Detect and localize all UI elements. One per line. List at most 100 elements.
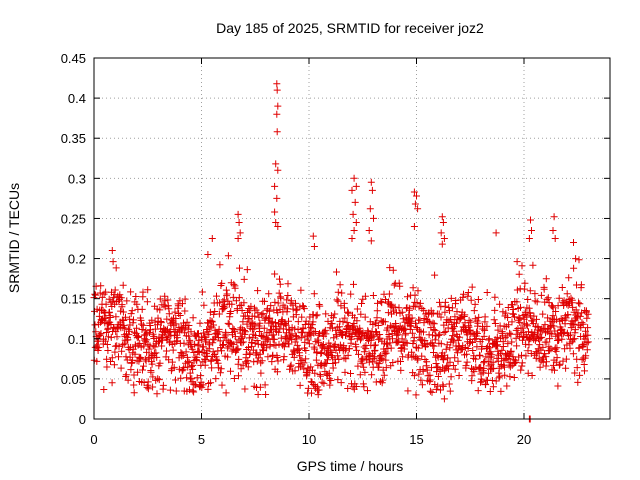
data-point — [411, 291, 419, 299]
data-point — [439, 219, 447, 226]
data-point — [218, 279, 226, 287]
data-point — [418, 352, 426, 360]
data-point — [431, 271, 439, 279]
data-point — [103, 363, 111, 371]
data-point — [142, 336, 150, 344]
data-point — [105, 295, 113, 303]
data-point — [361, 368, 369, 376]
data-point — [142, 327, 150, 335]
data-point — [171, 308, 179, 316]
data-point — [568, 296, 576, 304]
data-point — [115, 353, 122, 361]
data-point — [475, 313, 483, 321]
data-point — [224, 252, 232, 260]
data-point — [239, 318, 247, 326]
data-point — [575, 299, 582, 307]
data-point — [140, 342, 148, 350]
data-point — [220, 305, 228, 312]
data-point — [341, 304, 348, 312]
data-point — [467, 296, 475, 304]
data-point — [564, 311, 572, 319]
data-point — [540, 285, 548, 293]
data-point — [302, 347, 310, 354]
data-point — [414, 356, 422, 364]
data-point — [272, 341, 280, 349]
data-point — [494, 326, 502, 334]
data-point — [408, 314, 416, 322]
data-point — [336, 281, 344, 289]
data-point — [99, 315, 107, 323]
data-point — [506, 363, 514, 371]
data-point — [456, 333, 464, 341]
data-point — [224, 319, 232, 327]
data-point — [542, 275, 550, 283]
data-point — [124, 336, 132, 344]
y-tick-label: 0.05 — [61, 372, 86, 387]
data-point — [263, 344, 271, 352]
data-point — [255, 354, 263, 362]
data-point — [304, 336, 312, 344]
data-point — [253, 349, 261, 357]
data-point — [91, 321, 99, 329]
data-point — [217, 365, 225, 373]
data-point — [178, 326, 185, 334]
data-point — [473, 330, 481, 337]
data-point — [284, 292, 292, 299]
data-point — [261, 297, 268, 305]
data-point — [204, 385, 212, 393]
data-point — [144, 385, 152, 393]
data-point — [480, 364, 488, 372]
data-point — [208, 318, 216, 326]
data-point — [507, 330, 515, 338]
data-point — [490, 316, 498, 324]
data-point — [149, 373, 157, 381]
data-point — [534, 323, 542, 331]
data-point — [396, 282, 404, 290]
data-point — [562, 355, 570, 363]
data-point — [429, 331, 436, 339]
data-point — [318, 349, 326, 357]
data-point — [253, 337, 261, 344]
data-point — [350, 227, 358, 234]
data-point — [207, 379, 215, 387]
data-point — [584, 324, 592, 332]
data-point — [176, 312, 184, 319]
data-point — [488, 351, 496, 359]
data-point — [397, 358, 404, 365]
data-point — [314, 391, 322, 399]
data-point — [410, 188, 418, 196]
data-point — [550, 322, 558, 330]
data-point — [130, 381, 138, 389]
data-point — [567, 331, 574, 339]
data-point — [277, 294, 285, 302]
data-point — [372, 341, 379, 349]
data-point — [273, 194, 281, 202]
data-point — [474, 296, 482, 303]
data-point — [501, 363, 508, 371]
data-point — [256, 319, 264, 327]
data-point — [453, 308, 461, 316]
data-point — [125, 327, 133, 335]
data-point — [445, 317, 453, 325]
y-tick-label: 0.35 — [61, 131, 86, 146]
data-point — [181, 307, 189, 315]
data-point — [436, 330, 444, 338]
data-point — [430, 342, 438, 350]
data-point — [531, 290, 539, 298]
data-point — [565, 274, 573, 282]
y-tick-label: 0 — [79, 412, 86, 427]
data-point — [561, 345, 569, 353]
data-point — [571, 369, 579, 377]
data-point — [109, 297, 117, 305]
data-point — [394, 339, 402, 346]
data-point — [483, 289, 491, 296]
data-point — [172, 387, 180, 395]
data-point — [576, 371, 584, 379]
data-point — [270, 335, 278, 343]
data-point — [204, 251, 212, 258]
data-point — [373, 307, 381, 315]
data-point — [357, 336, 364, 344]
tick-labels: 0 0.05 0.1 0.15 0.2 0.25 0.3 0.35 0.4 0.45 0 5 10 15 2… — [61, 51, 532, 447]
data-point — [102, 300, 110, 308]
data-point — [470, 368, 478, 376]
